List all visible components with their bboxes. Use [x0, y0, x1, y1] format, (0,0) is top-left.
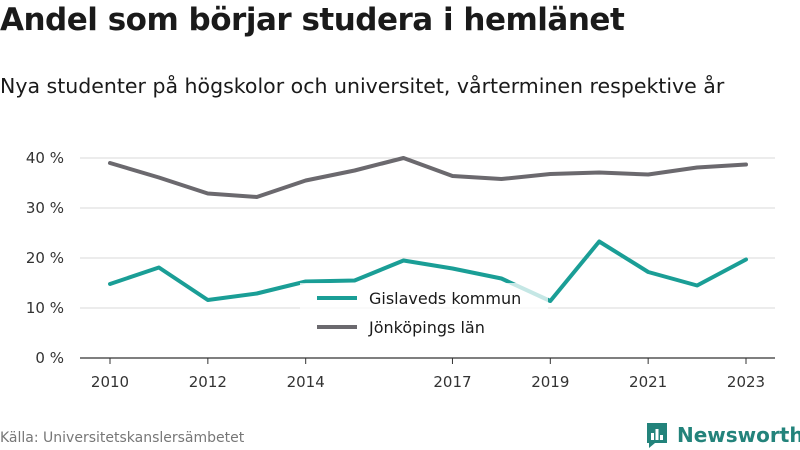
x-tick-label: 2017 — [433, 373, 471, 391]
x-axis: 2010 2012 2014 2017 2019 2021 2023 — [91, 358, 765, 391]
legend: Gislaveds kommun Jönköpings län — [300, 283, 548, 343]
legend-background — [300, 283, 548, 343]
x-tick-label: 2012 — [189, 373, 227, 391]
y-tick-label: 40 % — [26, 149, 64, 167]
x-tick-label: 2010 — [91, 373, 129, 391]
chart-title: Andel som börjar studera i hemlänet — [0, 2, 625, 38]
legend-label: Jönköpings län — [368, 318, 485, 337]
x-tick-label: 2019 — [531, 373, 569, 391]
y-tick-label: 20 % — [26, 249, 64, 267]
x-tick-label: 2014 — [287, 373, 325, 391]
series-line-jonkoping — [108, 156, 748, 199]
brand-name: Newsworthy — [677, 423, 800, 447]
series-line-gislaved — [108, 239, 748, 303]
source-note: Källa: Universitetskanslersämbetet — [0, 430, 245, 446]
grid-lines: 0 % 10 % 20 % 30 % 40 % — [26, 149, 775, 367]
chart-subtitle: Nya studenter på högskolor och universit… — [0, 74, 725, 98]
series-lines — [108, 156, 748, 303]
x-tick-label: 2021 — [629, 373, 667, 391]
y-tick-label: 30 % — [26, 199, 64, 217]
x-tick-label: 2023 — [727, 373, 765, 391]
legend-label: Gislaveds kommun — [369, 289, 521, 308]
newsworthy-icon — [647, 423, 667, 448]
y-tick-label: 10 % — [26, 299, 64, 317]
y-tick-label: 0 % — [35, 349, 64, 367]
newsworthy-logo: Newsworthy — [645, 421, 800, 449]
